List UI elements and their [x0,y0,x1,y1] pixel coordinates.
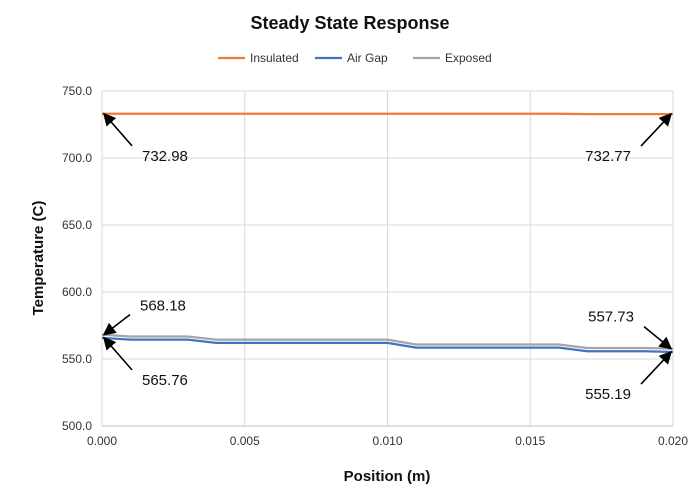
legend-label: Exposed [445,51,492,65]
series-line-air-gap [101,336,674,354]
y-tick-label: 650.0 [62,218,92,232]
series-lines [101,112,674,354]
y-tick-label: 500.0 [62,419,92,433]
gridlines [101,90,674,427]
annotation-label: 568.18 [140,298,186,315]
y-axis-title: Temperature (C) [30,201,47,316]
legend-label: Air Gap [347,51,388,65]
annotation-arrow [640,350,673,385]
annotation-label: 555.19 [585,386,631,403]
series-line-exposed [101,333,674,350]
legend: Insulated Air Gap Exposed [218,51,492,65]
annotation-arrow [102,112,133,147]
y-tick-label: 750.0 [62,84,92,98]
annotation-label: 557.73 [588,309,634,326]
x-tick-label: 0.005 [230,434,260,448]
annotation-arrow [102,314,131,336]
y-tick-label: 550.0 [62,352,92,366]
chart-title: Steady State Response [250,13,449,33]
annotation-arrow [102,336,133,371]
axes: 500.0 550.0 600.0 650.0 700.0 750.0 0.000 0.005… [62,84,688,448]
x-tick-label: 0.020 [658,434,688,448]
annotations: 732.98 732.77 568.18 565.76 557.73 555.19 [102,112,673,403]
x-tick-label: 0.000 [87,434,117,448]
legend-label: Insulated [250,51,299,65]
x-axis-title: Position (m) [344,468,431,485]
annotation-label: 732.77 [585,148,631,165]
y-tick-label: 600.0 [62,285,92,299]
annotation-label: 565.76 [142,372,188,389]
annotation-arrow [643,326,673,350]
y-tick-label: 700.0 [62,151,92,165]
annotation-label: 732.98 [142,148,188,165]
annotation-arrow [640,112,673,147]
x-tick-label: 0.015 [515,434,545,448]
x-tick-label: 0.010 [372,434,402,448]
